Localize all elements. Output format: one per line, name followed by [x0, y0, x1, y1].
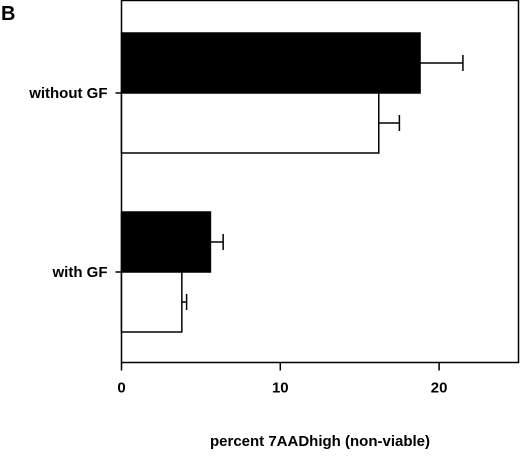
bar [120, 92, 380, 154]
bar [120, 271, 183, 333]
bar [120, 32, 421, 94]
bar [120, 211, 212, 273]
x-tick-label: 20 [431, 380, 448, 397]
error-bars-layer [181, 55, 464, 310]
panel-label: B [1, 3, 15, 25]
x-axis-label: percent 7AADhigh (non-viable) [210, 433, 430, 450]
y-tick-label: with GF [52, 264, 108, 281]
x-axis: 0 10 20 [117, 362, 448, 397]
bars-layer [120, 32, 421, 333]
y-tick-label: without GF [28, 85, 107, 102]
x-tick-label: 10 [272, 380, 289, 397]
plot-frame [120, 0, 520, 364]
y-axis: without GF with GF [28, 85, 122, 281]
x-tick-label: 0 [117, 380, 125, 397]
